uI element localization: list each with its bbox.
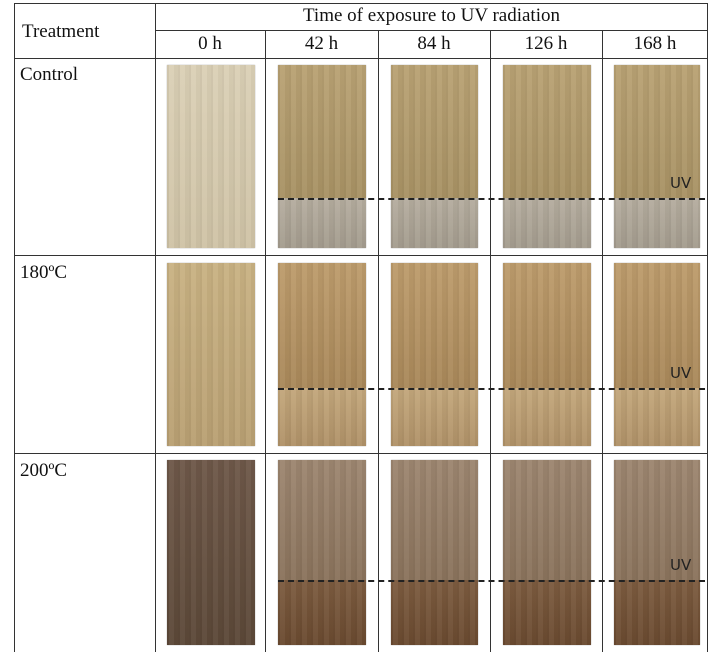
uv-label: UV (670, 364, 692, 382)
wood-sample (614, 65, 700, 248)
header-cell: 42 h (304, 33, 339, 54)
border (14, 255, 708, 256)
wood-sample (167, 460, 255, 645)
wood-sample (278, 263, 366, 446)
header-cell: Treatment (22, 21, 100, 42)
header-group: Time of exposure to UV radiation (302, 5, 560, 26)
wood-grain (614, 460, 700, 645)
wood-grain (614, 65, 700, 248)
wood-grain (503, 263, 591, 446)
uv-label: UV (670, 556, 692, 574)
exposure-boundary (278, 198, 705, 200)
header-cell: 126 h (524, 33, 568, 54)
border (490, 30, 491, 652)
row-label: 200ºC (20, 460, 68, 481)
border (265, 30, 266, 652)
exposure-boundary (278, 388, 705, 390)
wood-sample (614, 460, 700, 645)
wood-grain (391, 263, 478, 446)
wood-sample (278, 65, 366, 248)
row-label: 180ºC (20, 262, 68, 283)
wood-grain (391, 65, 478, 248)
wood-sample (167, 65, 255, 248)
wood-sample (391, 65, 478, 248)
wood-grain (167, 460, 255, 645)
wood-grain (278, 263, 366, 446)
header-cell: 84 h (417, 33, 451, 54)
wood-grain (391, 460, 478, 645)
wood-sample (391, 263, 478, 446)
row-label: Control (20, 64, 79, 85)
border (14, 3, 15, 652)
uv-label: UV (670, 174, 692, 192)
border (155, 30, 708, 31)
border (602, 30, 603, 652)
wood-sample (278, 460, 366, 645)
wood-sample (503, 460, 591, 645)
wood-grain (167, 65, 255, 248)
border (378, 30, 379, 652)
header-cell: 168 h (633, 33, 677, 54)
wood-grain (278, 65, 366, 248)
wood-grain (503, 460, 591, 645)
wood-grain (503, 65, 591, 248)
wood-sample (391, 460, 478, 645)
border (14, 3, 708, 4)
border (14, 453, 708, 454)
wood-grain (614, 263, 700, 446)
exposure-boundary (278, 580, 705, 582)
wood-grain (278, 460, 366, 645)
border (14, 58, 708, 59)
header-cell: 0 h (198, 33, 222, 54)
wood-sample (614, 263, 700, 446)
border (155, 3, 156, 652)
wood-grain (167, 263, 255, 446)
wood-sample (503, 263, 591, 446)
wood-sample (503, 65, 591, 248)
wood-sample (167, 263, 255, 446)
